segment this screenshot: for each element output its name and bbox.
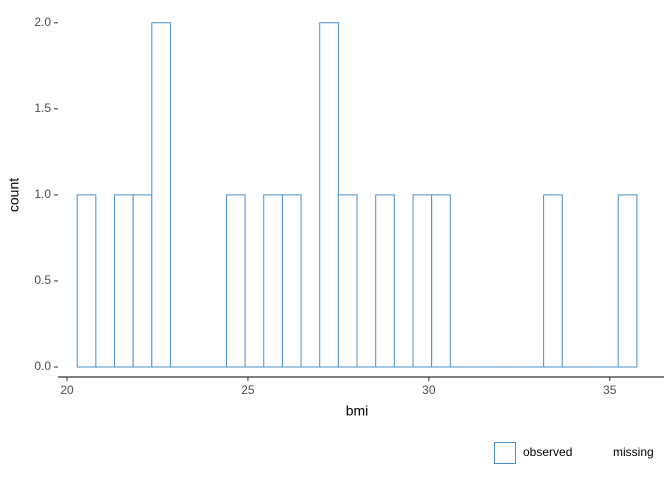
x-tick-label: 25: [241, 383, 255, 397]
legend-key: [494, 442, 516, 464]
bar: [113, 194, 134, 368]
y-axis-title: count: [6, 178, 22, 212]
x-axis-title: bmi: [346, 403, 369, 419]
bar: [412, 194, 433, 368]
bar: [337, 194, 358, 368]
bar: [281, 194, 302, 368]
y-tick-label: 2.0: [34, 15, 51, 29]
y-tick-label: 1.0: [34, 187, 51, 201]
bar: [375, 194, 395, 368]
bar: [225, 194, 246, 368]
bar: [543, 194, 563, 368]
bar: [319, 22, 339, 368]
bar: [132, 194, 153, 368]
x-tick-label: 30: [422, 383, 436, 397]
x-tick-label: 35: [603, 383, 617, 397]
legend-label: observed: [523, 445, 572, 459]
bar: [76, 194, 97, 368]
y-tick-label: 0.5: [34, 273, 51, 287]
x-tick-label: 20: [60, 383, 74, 397]
bar: [151, 22, 171, 368]
bar: [263, 194, 283, 368]
legend-key: [584, 442, 606, 464]
bar: [431, 194, 451, 368]
legend-label: missing: [613, 445, 654, 459]
y-tick-label: 0.0: [34, 359, 51, 373]
y-tick-label: 1.5: [34, 101, 51, 115]
bar: [617, 194, 638, 368]
